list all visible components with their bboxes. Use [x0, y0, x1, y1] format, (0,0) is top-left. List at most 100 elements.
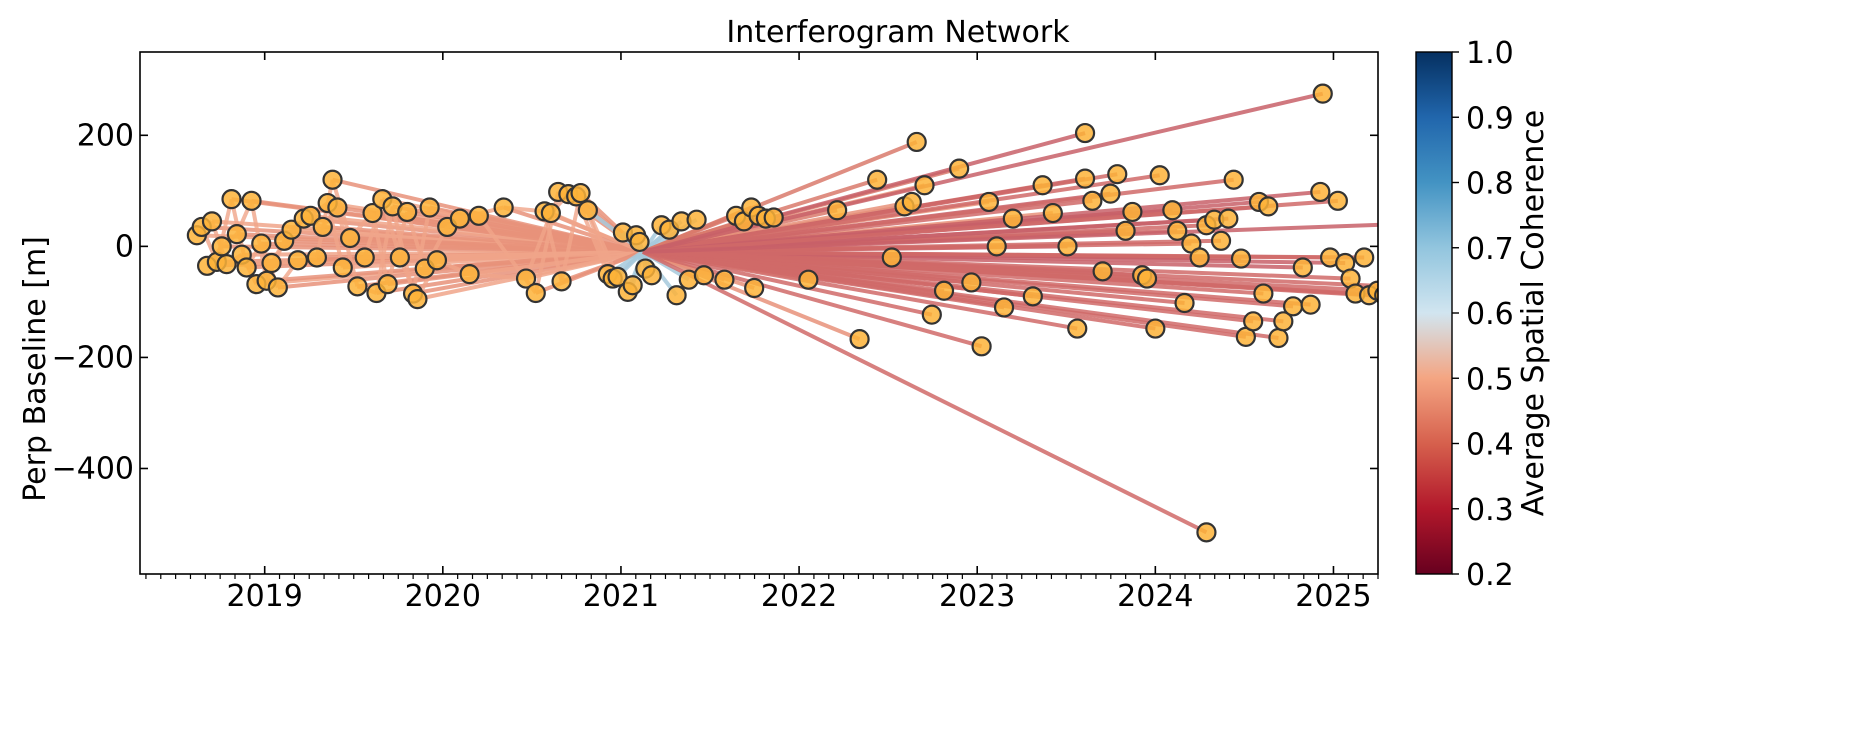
acquisition-point: [1022, 286, 1043, 307]
acquisition-point: [1310, 181, 1331, 203]
acquisition-point: [1243, 311, 1264, 332]
acquisition-point: [744, 277, 765, 299]
acquisition-point: [1074, 168, 1096, 189]
acquisition-point: [1042, 202, 1063, 224]
colorbar-tick-label: 0.8: [1466, 167, 1514, 202]
acquisition-point: [1136, 268, 1158, 289]
acquisition-point: [798, 269, 819, 290]
network-edge: [370, 212, 390, 285]
colorbar-tick-label: 0.4: [1466, 428, 1514, 463]
y-tick-label: 0: [115, 229, 134, 264]
acquisition-point: [1380, 277, 1398, 295]
acquisition-point: [1327, 190, 1348, 211]
acquisition-point: [251, 233, 272, 254]
acquisition-point: [1162, 200, 1183, 221]
x-tick-label: 2019: [227, 579, 303, 614]
acquisition-point: [241, 190, 262, 211]
acquisition-point: [867, 169, 888, 190]
acquisition-point: [849, 329, 870, 350]
plot-frame: [139, 51, 1379, 575]
acquisition-point: [1002, 208, 1023, 229]
acquisition-point: [1149, 165, 1170, 186]
acquisition-point: [515, 268, 537, 289]
acquisition-point: [389, 247, 410, 268]
acquisition-point: [714, 269, 735, 290]
acquisition-point: [236, 257, 257, 278]
x-tick-label: 2020: [405, 579, 481, 614]
y-tick-label: −400: [52, 451, 134, 486]
colorbar-tick-label: 0.5: [1466, 362, 1514, 397]
colorbar-tick-label: 1.0: [1466, 36, 1514, 71]
network-edge: [411, 207, 432, 294]
colorbar-tick-label: 0.7: [1466, 232, 1514, 267]
chart-title: Interferogram Network: [726, 15, 1070, 50]
acquisition-point: [629, 231, 650, 253]
colorbar-gradient: [1416, 52, 1452, 574]
network-edge: [642, 249, 1279, 340]
acquisition-point: [339, 227, 361, 249]
acquisition-point: [1167, 220, 1188, 241]
acquisition-point: [1300, 294, 1321, 315]
acquisition-point: [1189, 247, 1210, 268]
acquisition-point: [377, 274, 398, 295]
acquisition-point: [1292, 257, 1313, 278]
x-tick-label: 2022: [761, 579, 837, 614]
plot-area: 200 0 −200 −400 2019 2020 2021 2022 2023 2024 2025: [52, 51, 1398, 614]
colorbar-tick-label: 0.9: [1466, 101, 1514, 136]
acquisition-point: [881, 247, 902, 268]
acquisition-point: [1210, 230, 1232, 251]
acquisition-point: [978, 191, 1000, 213]
acquisition-point: [216, 254, 237, 275]
acquisition-point: [993, 297, 1015, 318]
acquisition-point: [419, 197, 440, 218]
colorbar-tick-label: 0.6: [1466, 297, 1514, 332]
acquisition-point: [540, 202, 561, 224]
network-edge: [525, 249, 644, 281]
acquisition-point: [1258, 196, 1279, 217]
x-tick-label: 2025: [1295, 579, 1371, 614]
acquisition-point: [763, 207, 784, 228]
acquisition-point: [570, 182, 591, 204]
acquisition-point: [914, 175, 935, 196]
acquisition-point: [354, 247, 375, 268]
acquisition-point: [459, 264, 480, 285]
network-edge: [642, 222, 1378, 254]
network-edge: [642, 131, 1086, 254]
y-tick-label: −200: [52, 340, 134, 375]
acquisition-point: [551, 271, 572, 292]
acquisition-point: [397, 201, 418, 223]
acquisition-point: [827, 200, 848, 221]
acquisition-point: [493, 197, 514, 218]
network-edge: [642, 198, 1339, 254]
acquisition-point: [693, 265, 715, 286]
network-edge: [559, 192, 583, 282]
y-tick-label: 200: [77, 118, 134, 153]
acquisition-point: [986, 236, 1007, 257]
acquisition-point: [322, 169, 343, 190]
acquisition-point: [607, 266, 628, 288]
acquisition-point: [468, 205, 489, 226]
x-tick-label: 2021: [583, 579, 659, 614]
network-edge: [642, 140, 918, 254]
acquisition-point: [949, 158, 970, 179]
acquisition-point: [449, 208, 470, 229]
acquisition-point: [1218, 208, 1239, 229]
acquisition-point: [1082, 190, 1103, 211]
acquisition-point: [1057, 236, 1078, 257]
acquisition-point: [327, 197, 348, 218]
acquisition-point: [1174, 292, 1195, 314]
acquisition-point: [332, 257, 353, 278]
acquisition-point: [300, 205, 321, 226]
colorbar-tick-label: 0.3: [1466, 493, 1514, 528]
acquisition-point: [1268, 327, 1289, 349]
acquisition-point: [971, 336, 992, 357]
network-edge: [478, 213, 644, 254]
acquisition-point: [901, 191, 922, 213]
acquisition-point: [577, 200, 598, 221]
acquisition-point: [281, 219, 302, 240]
acquisition-point: [261, 252, 282, 274]
acquisition-points: [186, 83, 1398, 543]
acquisition-point: [306, 247, 328, 268]
x-tick-label: 2024: [1117, 579, 1193, 614]
network-edge: [642, 177, 1234, 254]
